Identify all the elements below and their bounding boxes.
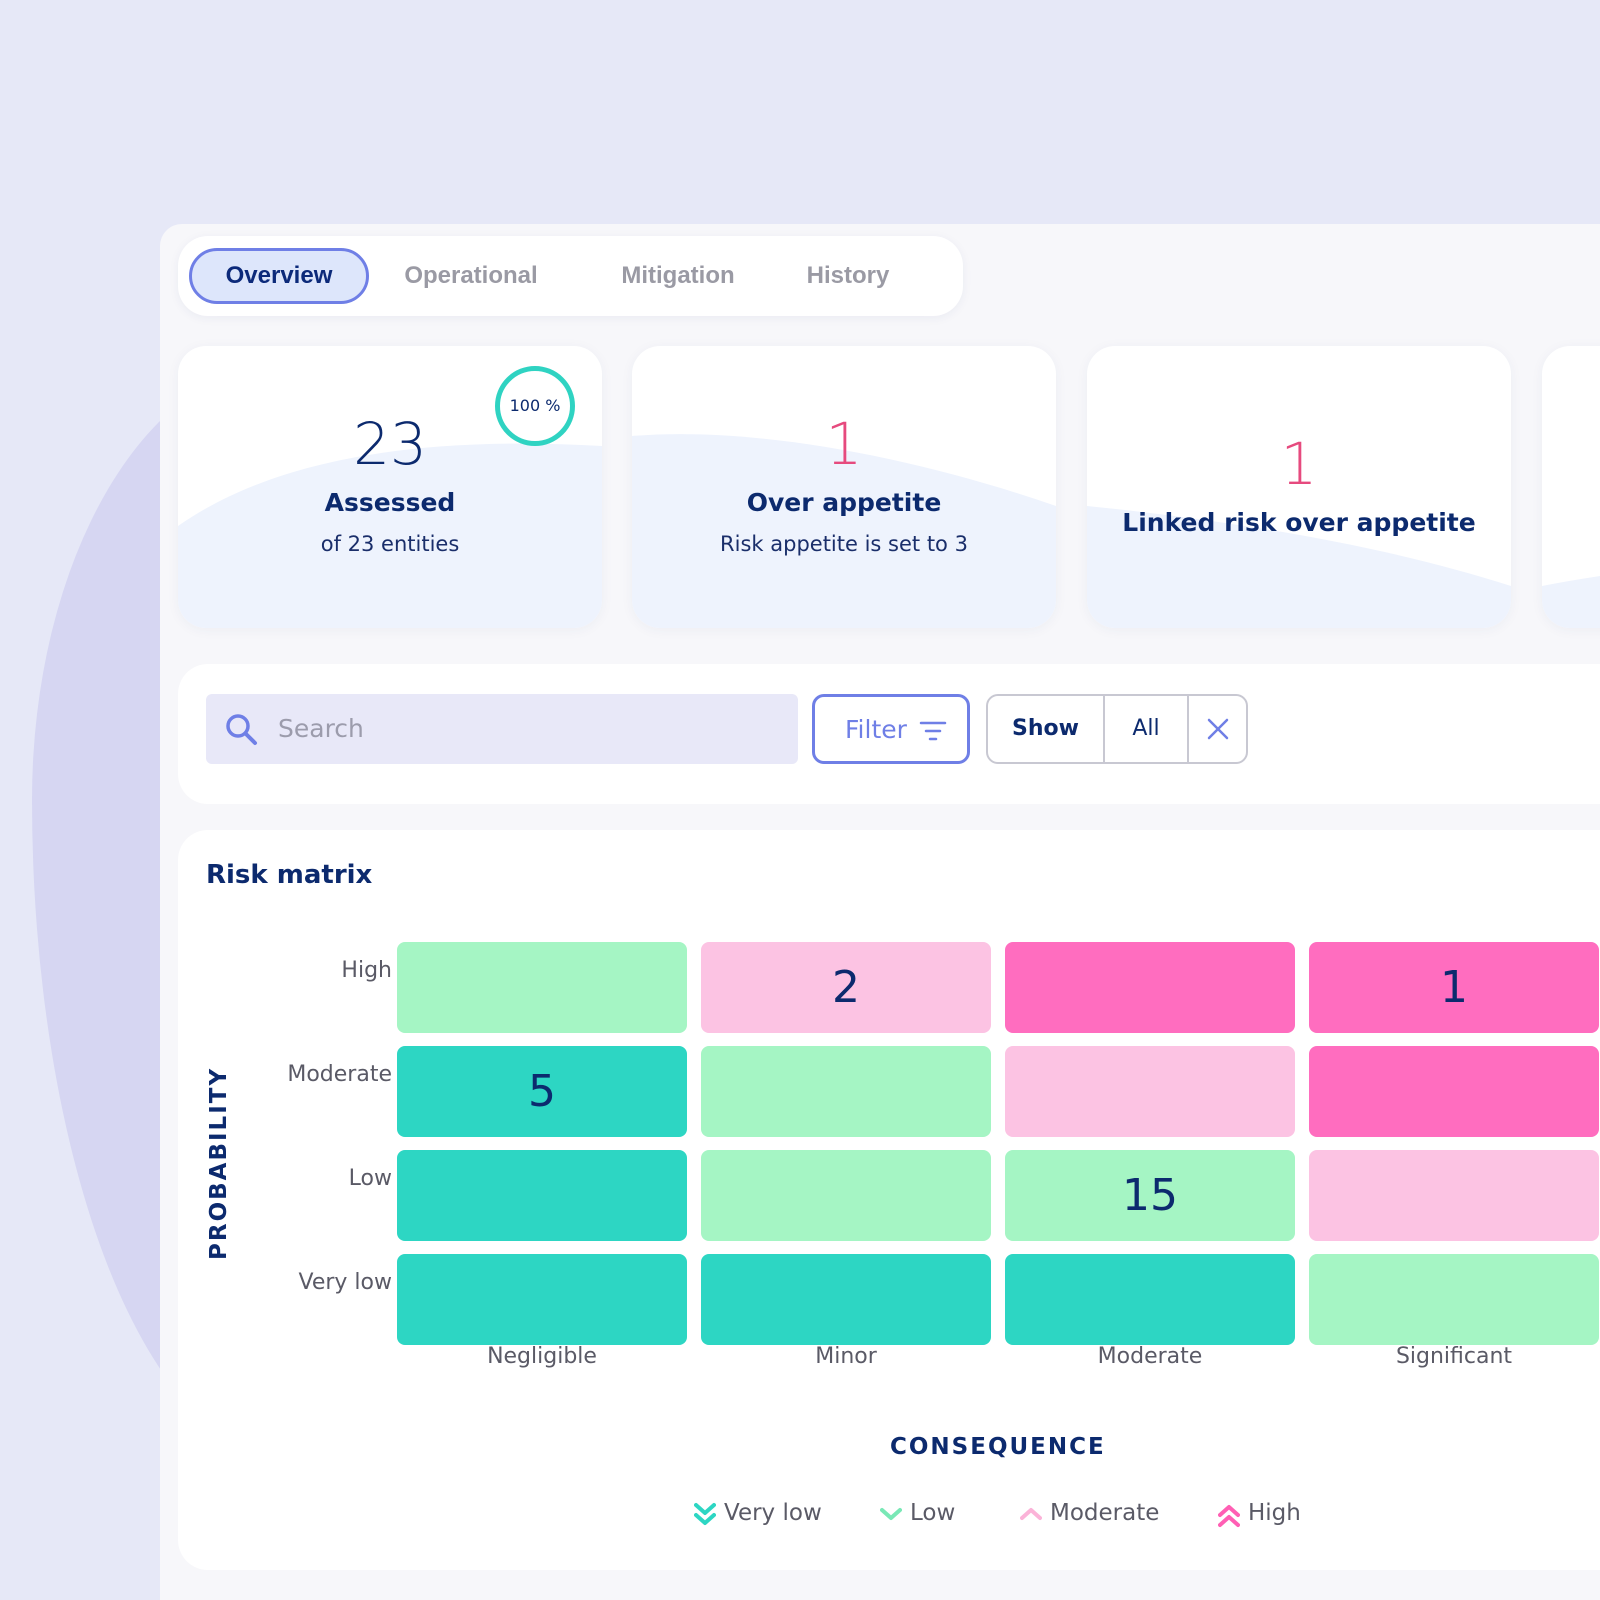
matrix-cell[interactable]: [397, 942, 687, 1033]
tab-operational[interactable]: Operational: [404, 262, 538, 289]
filter-label: Filter: [845, 715, 907, 744]
card-wave: [1542, 575, 1600, 628]
matrix-cell[interactable]: 1: [1309, 942, 1599, 1033]
row-label-low: Low: [348, 1166, 392, 1191]
assessed-card: 23 Assessed of 23 entities 100 %: [178, 346, 602, 628]
card-wave: [632, 434, 1056, 628]
matrix-cell[interactable]: [397, 1150, 687, 1241]
legend-label: High: [1248, 1500, 1301, 1526]
matrix-cell[interactable]: [1005, 1046, 1295, 1137]
legend-label: Very low: [724, 1500, 822, 1526]
risk-matrix: Risk matrix High Moderate Low Very low 2…: [178, 830, 1600, 1570]
extra-card: 1: [1542, 346, 1600, 628]
matrix-cell[interactable]: [1005, 1254, 1295, 1345]
show-value-dropdown[interactable]: All: [1105, 696, 1189, 762]
search-placeholder: Search: [278, 714, 364, 743]
matrix-cell[interactable]: 15: [1005, 1150, 1295, 1241]
card-wave: [1087, 506, 1511, 628]
matrix-cell[interactable]: [397, 1254, 687, 1345]
matrix-title: Risk matrix: [206, 860, 373, 890]
y-axis-label: PROBABILITY: [206, 1066, 232, 1260]
show-selector: Show All: [986, 694, 1248, 764]
matrix-cell[interactable]: [701, 1150, 991, 1241]
chevron-up-icon: [1020, 1508, 1042, 1520]
tab-bar: Overview Operational Mitigation History: [178, 236, 963, 316]
extra-count: 1: [1542, 532, 1600, 556]
col-label-negligible: Negligible: [487, 1344, 597, 1369]
over-appetite-title: Over appetite: [746, 488, 942, 517]
filter-icon: [919, 721, 947, 741]
over-appetite-card: 1 Over appetite Risk appetite is set to …: [632, 346, 1056, 628]
legend-label: Moderate: [1050, 1500, 1160, 1526]
x-axis-label: CONSEQUENCE: [890, 1434, 1106, 1460]
clear-show-button[interactable]: [1191, 696, 1246, 762]
col-label-minor: Minor: [815, 1344, 877, 1369]
linked-risk-count: 1: [1280, 430, 1318, 498]
matrix-cell[interactable]: [1309, 1046, 1599, 1137]
over-appetite-count: 1: [825, 410, 863, 478]
col-label-significant: Significant: [1395, 1344, 1513, 1369]
assessed-subtitle: of 23 entities: [320, 532, 460, 556]
col-label-moderate: Moderate: [1097, 1344, 1203, 1369]
tab-mitigation[interactable]: Mitigation: [621, 262, 735, 289]
double-chevron-up-icon: [1218, 1505, 1240, 1527]
matrix-cell[interactable]: [1309, 1254, 1599, 1345]
close-icon: [1207, 718, 1229, 740]
progress-ring: 100 %: [495, 366, 575, 446]
assessed-title: Assessed: [324, 488, 456, 517]
row-label-very-low: Very low: [298, 1270, 393, 1295]
matrix-cell[interactable]: [701, 1254, 991, 1345]
filter-button[interactable]: Filter: [812, 694, 970, 764]
over-appetite-subtitle: Risk appetite is set to 3: [720, 532, 968, 556]
linked-risk-title: Linked risk over appetite: [1122, 508, 1476, 537]
legend-label: Low: [910, 1500, 956, 1526]
card-wave: [178, 443, 602, 628]
row-label-high: High: [341, 958, 392, 983]
dashboard-panel: Overview Operational Mitigation History …: [160, 224, 1600, 1600]
search-input[interactable]: Search: [206, 694, 798, 764]
matrix-cell[interactable]: [1005, 942, 1295, 1033]
tab-history[interactable]: History: [806, 262, 890, 289]
tab-overview[interactable]: Overview: [189, 248, 369, 304]
matrix-cell[interactable]: [701, 1046, 991, 1137]
chevron-down-icon: [880, 1508, 902, 1520]
matrix-cell[interactable]: 5: [397, 1046, 687, 1137]
row-label-moderate: Moderate: [287, 1062, 392, 1087]
search-icon: [226, 714, 257, 745]
matrix-cell[interactable]: [1309, 1150, 1599, 1241]
assessed-count: 23: [353, 410, 427, 478]
show-label: Show: [988, 696, 1105, 762]
matrix-cell[interactable]: 2: [701, 942, 991, 1033]
linked-risk-card: 1 Linked risk over appetite: [1087, 346, 1511, 628]
filter-toolbar: Search Filter Show All: [178, 664, 1600, 804]
double-chevron-down-icon: [694, 1503, 716, 1525]
